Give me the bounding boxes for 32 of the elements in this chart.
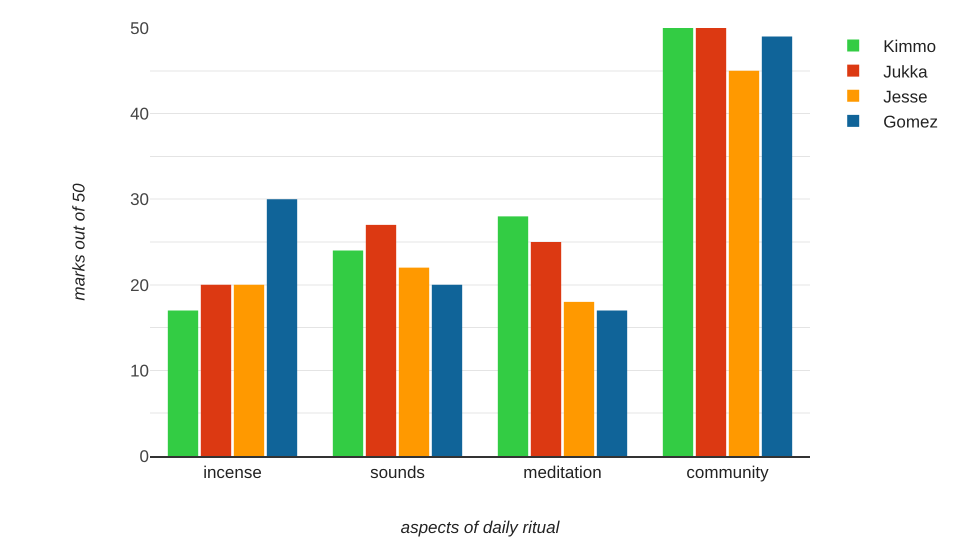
bar [398,268,430,456]
y-tick-label: 40 [130,104,149,124]
x-tick-label: sounds [370,463,425,482]
y-tick-label: 20 [130,276,149,295]
y-tick-label: 30 [130,190,149,210]
x-tick-label: community [686,463,770,482]
bar [200,284,232,456]
bar [662,28,694,456]
bar [762,36,792,456]
bar [234,284,264,456]
legend-label: Gomez [883,112,938,132]
y-axis-title: marks out of 50 [70,182,89,301]
x-axis-title: aspects of daily ritual [400,518,561,538]
legend-label: Jukka [883,62,928,82]
x-tick-label: incense [203,463,262,482]
x-tick-label: meditation [523,463,602,482]
bar [564,302,594,456]
y-tick-label: 50 [130,18,149,38]
bar [432,284,462,456]
y-tick-label: 10 [130,361,149,380]
y-tick-label: 0 [140,446,149,466]
bar [530,242,562,456]
bar [728,70,760,456]
bar [332,250,364,456]
legend-label: Jesse [883,87,928,106]
bar [168,310,198,456]
bar [596,310,628,456]
bar [498,216,528,456]
bar [696,28,726,456]
bar [366,224,396,456]
legend-label: Kimmo [883,37,936,56]
bar [266,199,298,456]
